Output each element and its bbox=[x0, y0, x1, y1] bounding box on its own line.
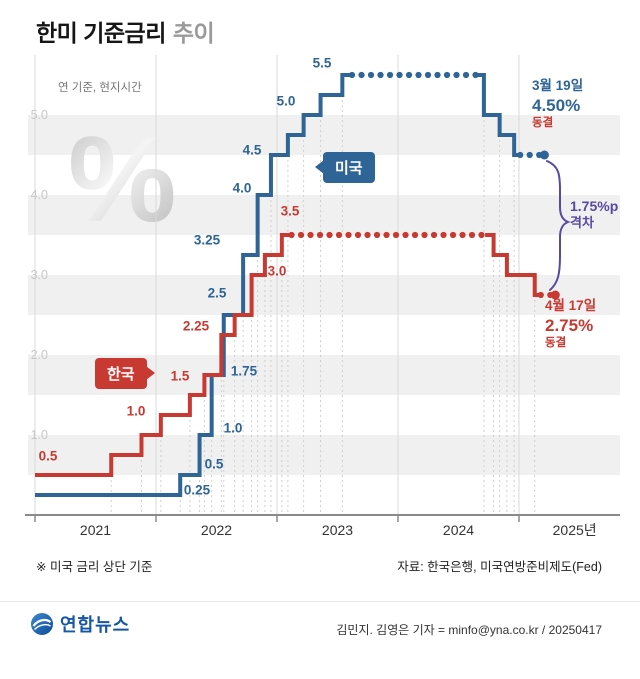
x-axis-label: 2025년 bbox=[552, 522, 597, 538]
yonhap-logo-text: 연합뉴스 bbox=[60, 615, 131, 635]
us-latest-rate: 4.50% bbox=[532, 95, 581, 115]
kr-latest-date: 4월 17일 bbox=[545, 298, 597, 313]
page-title-sub: 추이 bbox=[172, 20, 215, 46]
chart-subtitle: 연 기준, 현지시간 bbox=[58, 82, 142, 94]
chart-stripes bbox=[28, 75, 620, 515]
x-axis-label: 2023 bbox=[321, 522, 354, 538]
x-axis-label: 2022 bbox=[200, 522, 233, 538]
rate-gap-value: 1.75%p bbox=[570, 198, 619, 214]
us-bubble-tail-icon bbox=[315, 160, 324, 174]
yonhap-logo: 연합뉴스 bbox=[30, 611, 130, 637]
x-axis-label: 2021 bbox=[79, 522, 112, 538]
kr-series-bubble: 한국 bbox=[95, 358, 155, 389]
page-title: 한미 기준금리 추이 bbox=[36, 14, 215, 48]
percent-watermark: % bbox=[68, 111, 177, 247]
rate-gap-annotation: 1.75%p 격차 bbox=[570, 197, 618, 232]
us-value-label: 5.5 bbox=[312, 55, 332, 71]
us-series-bubble: 미국 bbox=[315, 152, 375, 183]
x-axis-label: 2024 bbox=[442, 522, 475, 538]
kr-series-label: 한국 bbox=[107, 366, 135, 383]
footer-divider bbox=[0, 601, 640, 602]
data-source: 자료: 한국은행, 미국연방준비제도(Fed) bbox=[397, 560, 602, 574]
us-latest-annotation: 3월 19일 4.50% 동결 bbox=[532, 78, 583, 131]
rate-gap-label: 격차 bbox=[570, 215, 594, 231]
kr-latest-rate: 2.75% bbox=[545, 315, 594, 335]
kr-bubble-tail-icon bbox=[145, 366, 155, 380]
byline-credit: 김민지. 김영은 기자 = minfo@yna.co.kr / 20250417 bbox=[336, 623, 602, 637]
kr-latest-status: 동결 bbox=[545, 337, 567, 350]
us-latest-status: 동결 bbox=[532, 117, 554, 130]
us-latest-date: 3월 19일 bbox=[532, 78, 584, 93]
footnote: ※ 미국 금리 상단 기준 bbox=[36, 560, 153, 574]
page-title-main: 한미 기준금리 bbox=[36, 20, 166, 46]
kr-latest-annotation: 4월 17일 2.75% 동결 bbox=[545, 298, 596, 351]
yonhap-globe-icon bbox=[31, 613, 53, 635]
us-series-label: 미국 bbox=[335, 160, 363, 177]
